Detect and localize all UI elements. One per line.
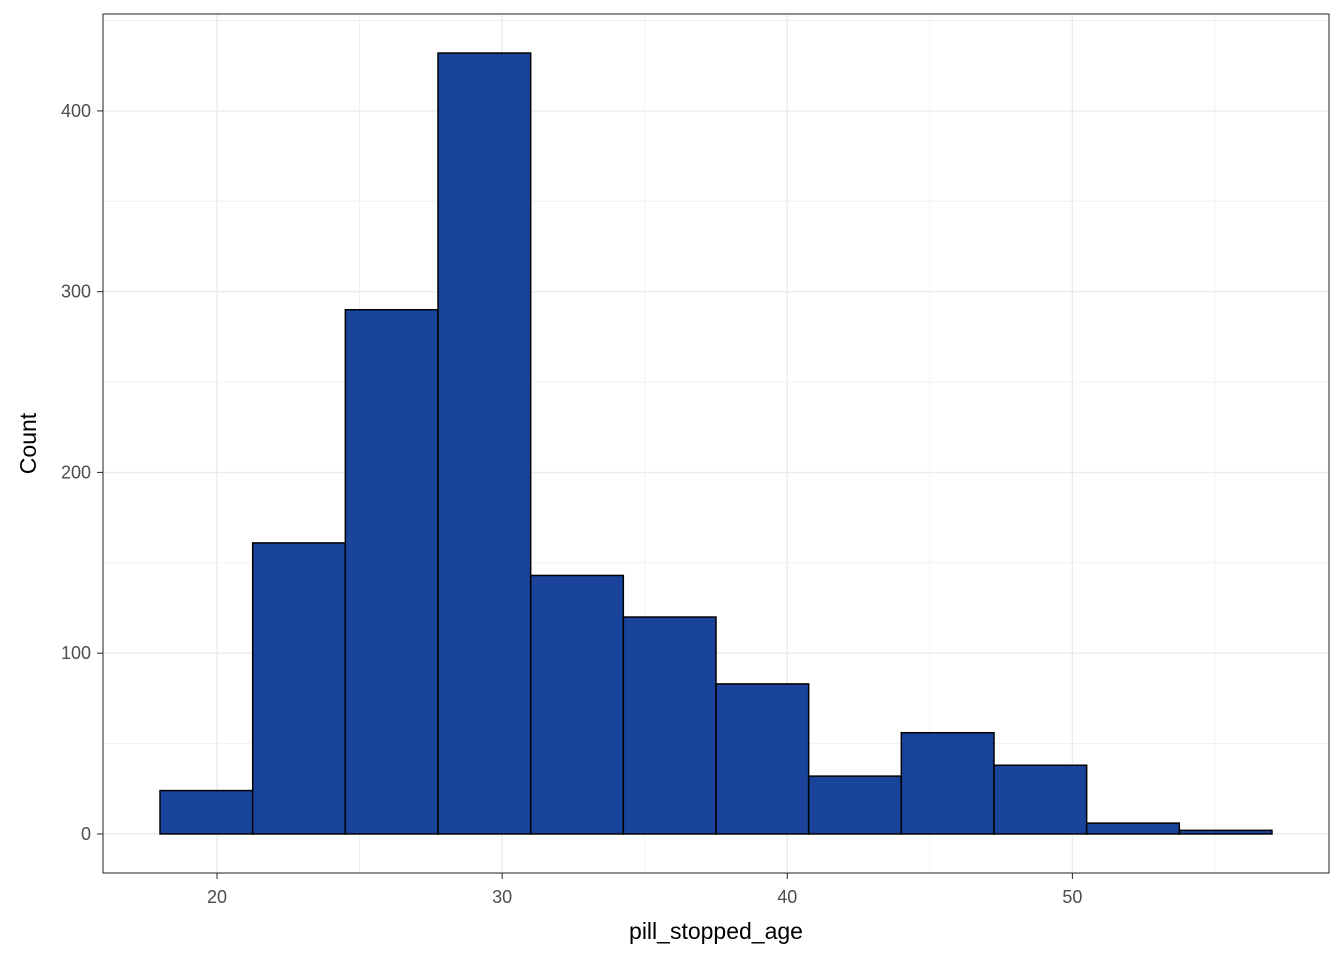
histogram-bar xyxy=(807,775,903,835)
histogram-bar xyxy=(993,764,1088,835)
histogram-bar xyxy=(529,574,625,835)
x-tick-label: 30 xyxy=(492,887,512,907)
y-tick-label: 0 xyxy=(81,824,91,844)
histogram-bar xyxy=(437,52,532,835)
y-axis-title: Count xyxy=(15,412,41,474)
histogram-bars xyxy=(159,52,1273,835)
histogram-bar xyxy=(622,616,717,835)
histogram-bar xyxy=(1178,829,1273,835)
histogram-bar xyxy=(1085,822,1181,835)
histogram-bar xyxy=(159,789,254,835)
y-tick-label: 100 xyxy=(61,643,91,663)
x-tick-label: 20 xyxy=(207,887,227,907)
x-axis-title: pill_stopped_age xyxy=(629,918,803,944)
x-tick-label: 50 xyxy=(1062,887,1082,907)
panel-border xyxy=(102,13,1330,874)
y-tick-label: 300 xyxy=(61,282,91,302)
x-axis-ticks: 20 30 40 50 xyxy=(207,873,1082,907)
y-tick-label: 200 xyxy=(61,462,91,482)
histogram-bar xyxy=(900,731,995,835)
minor-gridlines xyxy=(103,14,1329,873)
histogram-bar xyxy=(251,542,347,835)
y-tick-label: 400 xyxy=(61,101,91,121)
y-axis-ticks: 0 100 200 300 400 xyxy=(61,101,103,844)
histogram-bar xyxy=(344,308,439,835)
x-tick-label: 40 xyxy=(777,887,797,907)
histogram-bar xyxy=(715,683,810,835)
